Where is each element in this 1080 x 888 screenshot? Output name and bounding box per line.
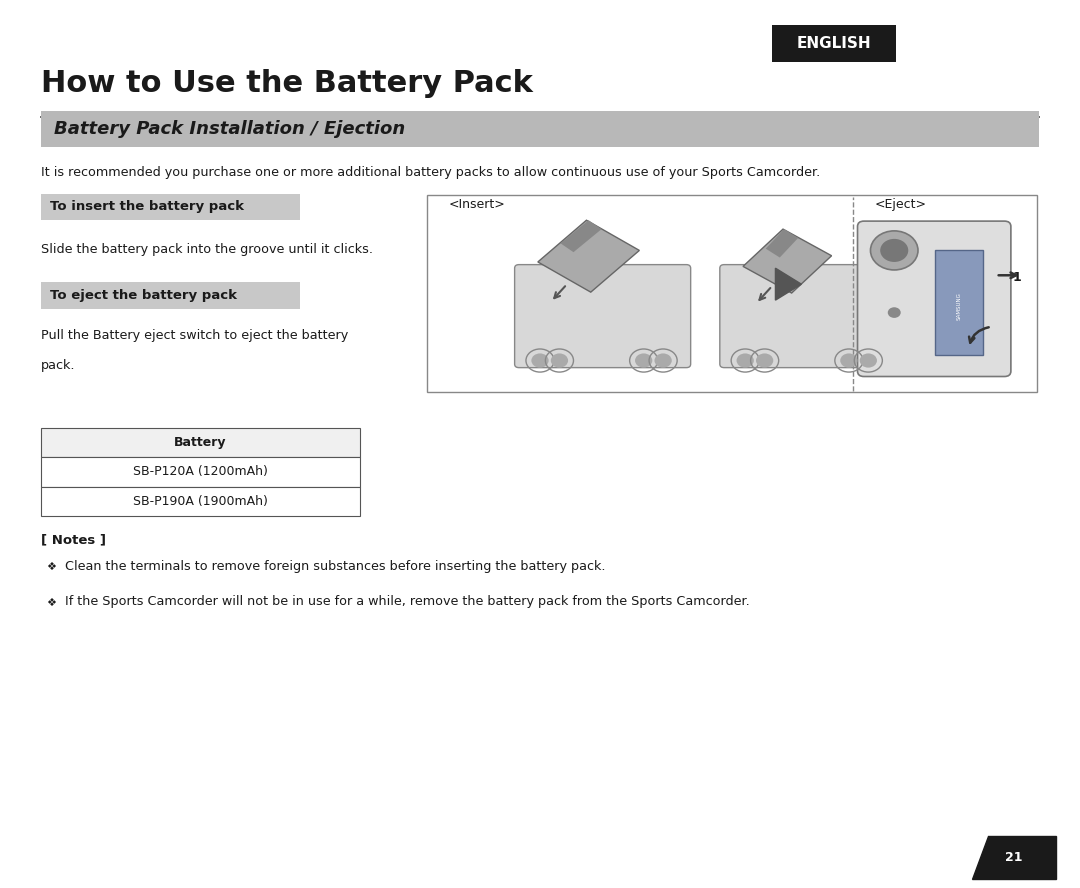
Text: Battery Pack Installation / Ejection: Battery Pack Installation / Ejection bbox=[54, 120, 405, 138]
Text: Battery: Battery bbox=[174, 436, 227, 449]
Circle shape bbox=[635, 353, 652, 368]
Polygon shape bbox=[972, 836, 1056, 879]
Polygon shape bbox=[538, 220, 639, 292]
Text: ❖: ❖ bbox=[45, 562, 56, 573]
FancyBboxPatch shape bbox=[41, 282, 300, 309]
FancyBboxPatch shape bbox=[515, 265, 691, 368]
FancyBboxPatch shape bbox=[41, 194, 300, 220]
Text: Slide the battery pack into the groove until it clicks.: Slide the battery pack into the groove u… bbox=[41, 242, 373, 256]
Circle shape bbox=[860, 353, 877, 368]
FancyBboxPatch shape bbox=[427, 195, 1037, 392]
Text: 21: 21 bbox=[1005, 852, 1023, 864]
Circle shape bbox=[870, 231, 918, 270]
Text: SAMSUNG: SAMSUNG bbox=[957, 292, 961, 321]
Text: It is recommended you purchase one or more additional battery packs to allow con: It is recommended you purchase one or mo… bbox=[41, 166, 821, 179]
Text: <Insert>: <Insert> bbox=[448, 198, 505, 211]
Circle shape bbox=[654, 353, 672, 368]
FancyBboxPatch shape bbox=[41, 111, 1039, 147]
FancyBboxPatch shape bbox=[858, 221, 1011, 377]
Circle shape bbox=[840, 353, 858, 368]
Circle shape bbox=[756, 353, 773, 368]
Polygon shape bbox=[775, 268, 801, 300]
Circle shape bbox=[551, 353, 568, 368]
Text: SB-P120A (1200mAh): SB-P120A (1200mAh) bbox=[133, 465, 268, 479]
Text: Clean the terminals to remove foreign substances before inserting the battery pa: Clean the terminals to remove foreign su… bbox=[65, 559, 605, 573]
Text: ❖: ❖ bbox=[45, 598, 56, 608]
Circle shape bbox=[531, 353, 549, 368]
FancyBboxPatch shape bbox=[772, 25, 896, 62]
Text: To eject the battery pack: To eject the battery pack bbox=[50, 289, 237, 302]
Text: ENGLISH: ENGLISH bbox=[797, 36, 872, 51]
Text: Pull the Battery eject switch to eject the battery: Pull the Battery eject switch to eject t… bbox=[41, 329, 348, 342]
FancyBboxPatch shape bbox=[41, 428, 360, 457]
Polygon shape bbox=[766, 229, 798, 258]
Text: If the Sports Camcorder will not be in use for a while, remove the battery pack : If the Sports Camcorder will not be in u… bbox=[65, 595, 750, 608]
Circle shape bbox=[888, 307, 901, 318]
FancyBboxPatch shape bbox=[719, 265, 896, 368]
Text: SB-P190A (1900mAh): SB-P190A (1900mAh) bbox=[133, 495, 268, 508]
Circle shape bbox=[737, 353, 754, 368]
Text: How to Use the Battery Pack: How to Use the Battery Pack bbox=[41, 68, 532, 98]
Polygon shape bbox=[561, 220, 602, 252]
Text: 1: 1 bbox=[1013, 271, 1022, 283]
Text: 2: 2 bbox=[1000, 320, 1009, 332]
FancyBboxPatch shape bbox=[41, 457, 360, 487]
Text: <Eject>: <Eject> bbox=[875, 198, 927, 211]
Circle shape bbox=[880, 239, 908, 262]
Text: pack.: pack. bbox=[41, 359, 76, 372]
Polygon shape bbox=[743, 229, 832, 293]
Text: To insert the battery pack: To insert the battery pack bbox=[50, 201, 244, 213]
FancyBboxPatch shape bbox=[41, 487, 360, 516]
FancyBboxPatch shape bbox=[935, 250, 983, 355]
Text: [ Notes ]: [ Notes ] bbox=[41, 533, 106, 546]
